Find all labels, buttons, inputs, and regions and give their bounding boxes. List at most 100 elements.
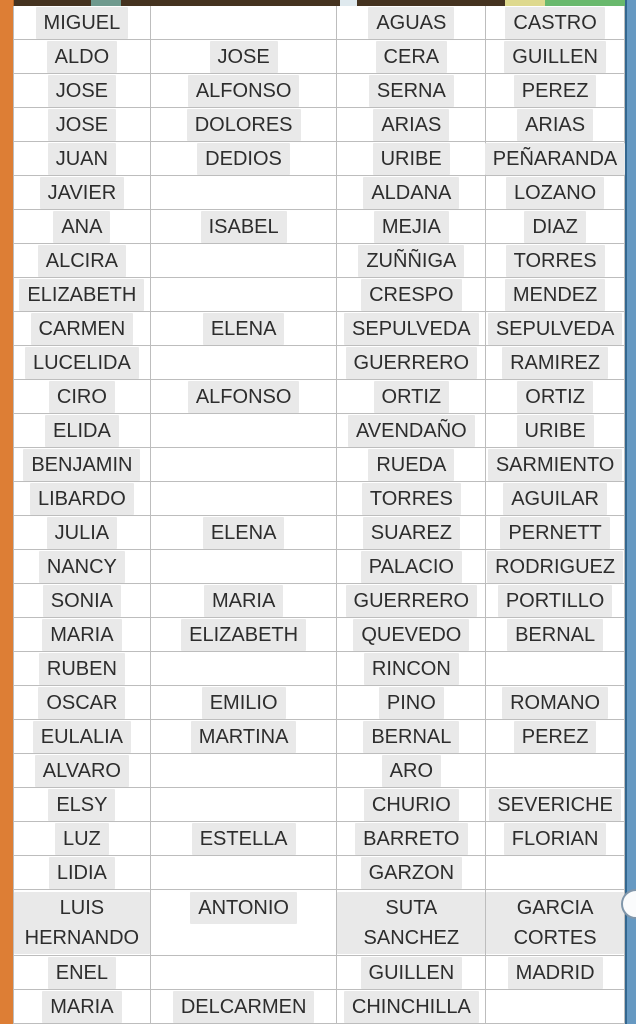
table-cell[interactable]: BARRETO [337, 822, 486, 856]
table-cell[interactable]: TORRES [337, 482, 486, 516]
table-cell[interactable] [151, 788, 338, 822]
table-cell[interactable]: PEÑARANDA [486, 142, 625, 176]
table-cell[interactable]: PINO [337, 686, 486, 720]
table-cell[interactable]: LUCELIDA [14, 346, 151, 380]
table-cell[interactable] [486, 990, 625, 1024]
table-cell[interactable]: LIBARDO [14, 482, 151, 516]
table-cell[interactable]: ELENA [151, 516, 338, 550]
table-cell[interactable]: LUIS HERNANDO [14, 890, 151, 956]
table-cell[interactable]: TORRES [486, 244, 625, 278]
table-cell[interactable]: BERNAL [486, 618, 625, 652]
table-cell[interactable]: ARIAS [486, 108, 625, 142]
table-cell[interactable]: BERNAL [337, 720, 486, 754]
table-cell[interactable]: MARIA [14, 990, 151, 1024]
table-cell[interactable]: SERNA [337, 74, 486, 108]
table-cell[interactable]: PORTILLO [486, 584, 625, 618]
table-cell[interactable]: SONIA [14, 584, 151, 618]
table-cell[interactable]: ALDO [14, 40, 151, 74]
table-cell[interactable] [151, 414, 338, 448]
table-cell[interactable] [151, 346, 338, 380]
table-cell[interactable]: PEREZ [486, 74, 625, 108]
table-cell[interactable]: CIRO [14, 380, 151, 414]
table-cell[interactable]: AGUILAR [486, 482, 625, 516]
table-cell[interactable]: ORTIZ [337, 380, 486, 414]
table-cell[interactable]: RODRIGUEZ [486, 550, 625, 584]
table-cell[interactable]: JOSE [14, 108, 151, 142]
table-cell[interactable]: OSCAR [14, 686, 151, 720]
table-cell[interactable]: ELSY [14, 788, 151, 822]
table-cell[interactable]: LUZ [14, 822, 151, 856]
table-cell[interactable] [151, 448, 338, 482]
table-cell[interactable]: SEPULVEDA [337, 312, 486, 346]
table-cell[interactable]: GUERRERO [337, 584, 486, 618]
table-cell[interactable]: CARMEN [14, 312, 151, 346]
table-cell[interactable] [151, 482, 338, 516]
table-cell[interactable]: ZUÑÑIGA [337, 244, 486, 278]
table-cell[interactable]: PEREZ [486, 720, 625, 754]
table-cell[interactable]: SEPULVEDA [486, 312, 625, 346]
table-cell[interactable]: URIBE [486, 414, 625, 448]
table-cell[interactable] [151, 176, 338, 210]
table-cell[interactable]: QUEVEDO [337, 618, 486, 652]
table-cell[interactable]: ANA [14, 210, 151, 244]
table-cell[interactable] [151, 550, 338, 584]
table-cell[interactable]: RAMIREZ [486, 346, 625, 380]
table-cell[interactable]: BENJAMIN [14, 448, 151, 482]
table-cell[interactable]: JAVIER [14, 176, 151, 210]
table-cell[interactable]: ELIZABETH [151, 618, 338, 652]
table-cell[interactable]: JULIA [14, 516, 151, 550]
table-cell[interactable] [151, 754, 338, 788]
table-cell[interactable] [486, 652, 625, 686]
table-cell[interactable]: MIGUEL [14, 6, 151, 40]
table-cell[interactable]: SEVERICHE [486, 788, 625, 822]
table-cell[interactable]: LIDIA [14, 856, 151, 890]
table-cell[interactable]: ALVARO [14, 754, 151, 788]
table-cell[interactable]: CHINCHILLA [337, 990, 486, 1024]
table-cell[interactable]: CASTRO [486, 6, 625, 40]
table-cell[interactable]: EULALIA [14, 720, 151, 754]
table-cell[interactable]: ELENA [151, 312, 338, 346]
table-cell[interactable]: SUTA SANCHEZ [337, 890, 486, 956]
table-cell[interactable]: ALFONSO [151, 74, 338, 108]
table-cell[interactable]: GUERRERO [337, 346, 486, 380]
table-cell[interactable]: AVENDAÑO [337, 414, 486, 448]
table-cell[interactable]: MARIA [14, 618, 151, 652]
table-cell[interactable]: MADRID [486, 956, 625, 990]
table-cell[interactable]: CRESPO [337, 278, 486, 312]
table-cell[interactable]: RINCON [337, 652, 486, 686]
table-cell[interactable]: ANTONIO [151, 890, 338, 956]
table-cell[interactable]: SUAREZ [337, 516, 486, 550]
table-cell[interactable]: GARZON [337, 856, 486, 890]
table-cell[interactable]: ARIAS [337, 108, 486, 142]
table-cell[interactable]: DEDIOS [151, 142, 338, 176]
table-cell[interactable]: RUEDA [337, 448, 486, 482]
table-cell[interactable]: ARO [337, 754, 486, 788]
table-cell[interactable]: GUILLEN [486, 40, 625, 74]
table-cell[interactable]: MEJIA [337, 210, 486, 244]
table-cell[interactable]: RUBEN [14, 652, 151, 686]
table-cell[interactable]: JOSE [151, 40, 338, 74]
table-cell[interactable]: CERA [337, 40, 486, 74]
table-cell[interactable]: MENDEZ [486, 278, 625, 312]
table-cell[interactable]: ORTIZ [486, 380, 625, 414]
table-cell[interactable]: EMILIO [151, 686, 338, 720]
table-cell[interactable] [151, 652, 338, 686]
table-cell[interactable] [151, 856, 338, 890]
table-cell[interactable]: GARCIA CORTES [486, 890, 625, 956]
table-cell[interactable] [486, 754, 625, 788]
table-cell[interactable]: ELIZABETH [14, 278, 151, 312]
table-cell[interactable] [151, 278, 338, 312]
table-cell[interactable]: GUILLEN [337, 956, 486, 990]
table-cell[interactable] [151, 244, 338, 278]
table-cell[interactable]: ALFONSO [151, 380, 338, 414]
table-cell[interactable]: MARIA [151, 584, 338, 618]
table-cell[interactable]: MARTINA [151, 720, 338, 754]
table-cell[interactable]: ISABEL [151, 210, 338, 244]
table-cell[interactable]: DIAZ [486, 210, 625, 244]
table-cell[interactable] [486, 856, 625, 890]
table-cell[interactable]: PERNETT [486, 516, 625, 550]
table-cell[interactable]: SARMIENTO [486, 448, 625, 482]
table-cell[interactable]: NANCY [14, 550, 151, 584]
table-cell[interactable]: JOSE [14, 74, 151, 108]
table-cell[interactable]: ESTELLA [151, 822, 338, 856]
